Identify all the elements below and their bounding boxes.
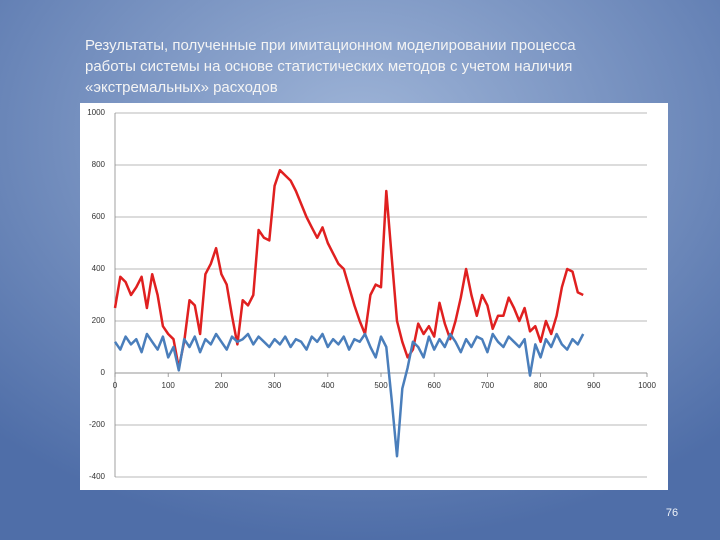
slide-number: 76 — [666, 507, 678, 519]
y-tick-label: 600 — [92, 212, 106, 221]
series-line — [113, 332, 585, 458]
x-tick-label: 300 — [268, 381, 282, 390]
x-tick-label: 100 — [162, 381, 176, 390]
x-tick-label: 200 — [215, 381, 229, 390]
y-tick-label: -400 — [89, 472, 106, 481]
series-line — [113, 168, 584, 370]
title-line: «экстремальных» расходов — [85, 79, 278, 96]
title-line: работы системы на основе статистических … — [85, 58, 572, 75]
y-tick-label: 800 — [92, 160, 106, 169]
x-tick-label: 800 — [534, 381, 548, 390]
y-tick-label: 1000 — [87, 108, 105, 117]
x-tick-label: 400 — [321, 381, 335, 390]
chart-area — [80, 103, 668, 490]
x-tick-label: 500 — [374, 381, 388, 390]
y-tick-label: -200 — [89, 420, 106, 429]
x-tick-label: 1000 — [638, 381, 656, 390]
y-tick-label: 400 — [92, 264, 106, 273]
y-tick-label: 0 — [101, 368, 106, 377]
x-tick-label: 0 — [113, 381, 118, 390]
title-line: Результаты, полученные при имитационном … — [85, 37, 576, 54]
x-tick-label: 700 — [481, 381, 495, 390]
x-tick-label: 600 — [428, 381, 442, 390]
y-tick-label: 200 — [92, 316, 106, 325]
x-tick-label: 900 — [587, 381, 601, 390]
